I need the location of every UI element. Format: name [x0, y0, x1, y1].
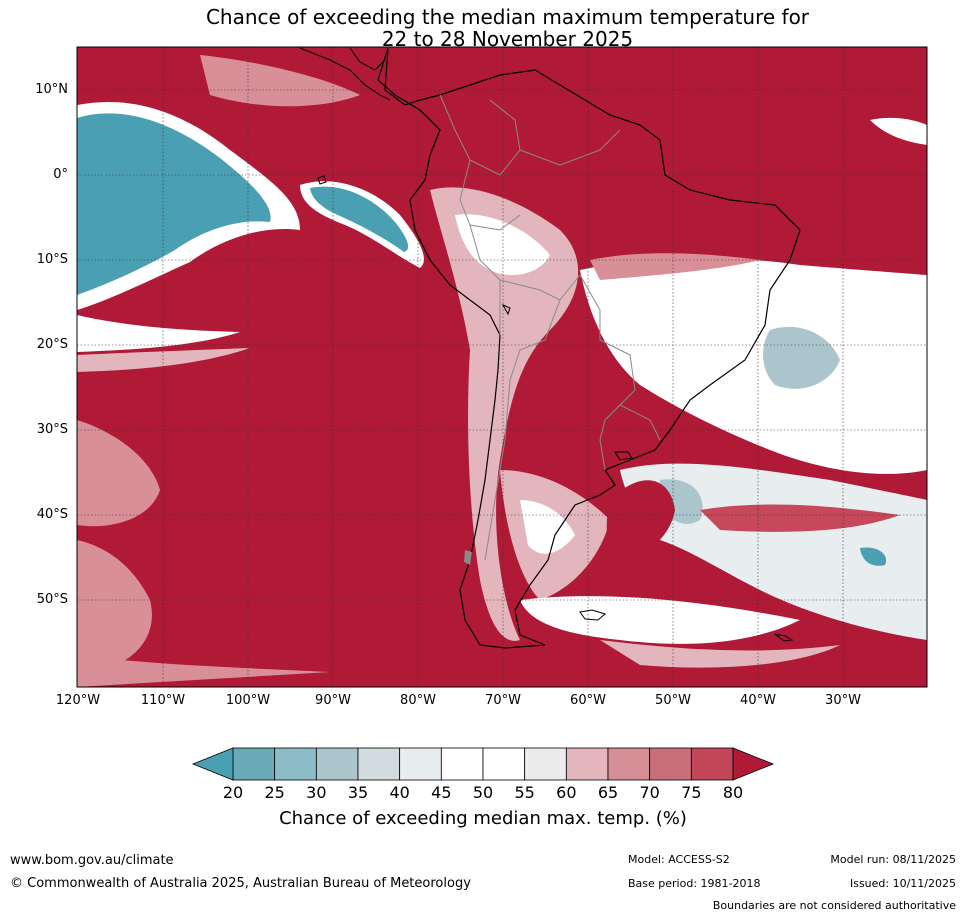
lon-label-50w: 50°W [655, 693, 691, 708]
site-link[interactable]: www.bom.gov.au/climate [10, 853, 174, 868]
country-borders [439, 94, 661, 561]
patagonia-white [520, 500, 575, 554]
patagonia-grey-lake [464, 550, 472, 565]
map-title-line-2: 22 to 28 November 2025 [381, 27, 634, 51]
map-frame [76, 46, 928, 688]
lon-label-60w: 60°W [570, 693, 606, 708]
pacific-white-band [77, 315, 240, 352]
colorbar-cell [440, 747, 484, 781]
sw-pacific-pink [77, 420, 160, 527]
colorbar-cell [607, 747, 651, 781]
base-period: Base period: 1981-2018 [628, 877, 761, 890]
drake-pink [600, 640, 840, 668]
north-pacific-pink [200, 55, 360, 107]
falkland-islands [579, 609, 607, 621]
colorbar-cell [357, 747, 401, 781]
lat-label-40s: 40°S [36, 507, 68, 522]
lat-label-50s: 50°S [36, 592, 68, 607]
colorbar-tick-label: 30 [306, 783, 327, 802]
pacific-cool-region [77, 113, 271, 295]
lat-label-0: 0° [53, 167, 68, 182]
lat-label-20s: 20°S [36, 337, 68, 352]
lon-label-100w: 100°W [225, 693, 271, 708]
colorbar-tick-label: 60 [556, 783, 577, 802]
map-title-line-1: Chance of exceeding the median maximum t… [205, 5, 810, 29]
boundary-disclaimer: Boundaries are not considered authoritat… [712, 899, 956, 912]
lon-label-110w: 110°W [140, 693, 186, 708]
central-america-coastline [299, 47, 391, 101]
colorbar-tick-label: 35 [347, 783, 369, 802]
central-america-coastline-n [349, 47, 386, 71]
model-run-date: Model run: 08/11/2025 [830, 853, 956, 866]
colorbar-cell [232, 747, 276, 781]
colorbar-cell [482, 747, 526, 781]
colorbar-tick-label: 80 [722, 783, 744, 802]
south-georgia [774, 633, 794, 642]
pacific-pink-band [77, 348, 250, 372]
colorbar-tick-label: 45 [431, 783, 452, 802]
lon-label-30w: 30°W [825, 693, 861, 708]
sw-pacific-pink-2 [77, 540, 152, 675]
atlantic-red-wedge [606, 480, 675, 565]
atlantic-cool-speck [860, 547, 887, 566]
lon-label-80w: 80°W [400, 693, 436, 708]
atlantic-red-band [700, 504, 900, 532]
lat-label-10s: 10°S [36, 252, 68, 267]
lon-label-90w: 90°W [315, 693, 351, 708]
south-america-coastline [377, 47, 801, 649]
argentina-red-core [547, 360, 600, 453]
north-atlantic-white [870, 117, 927, 145]
colorbar-tick-label: 50 [472, 783, 494, 802]
graticule [77, 47, 927, 687]
lake-titicaca [501, 303, 511, 316]
galapagos [317, 175, 327, 185]
lagoa-dos-patos [614, 451, 633, 461]
andes-pink [430, 187, 579, 641]
colorbar-tick-label: 75 [681, 783, 702, 802]
far-south-pink [77, 655, 330, 687]
colorbar-tick-label: 55 [514, 783, 535, 802]
brazil-cool-patch [763, 326, 840, 389]
lon-label-70w: 70°W [485, 693, 521, 708]
colorbar-under-triangle [191, 747, 234, 781]
drake-white [520, 596, 800, 644]
colorbar-tick-label: 40 [389, 783, 410, 802]
colorbar-cell [565, 747, 609, 781]
colorbar-cell [315, 747, 359, 781]
colorbar-tick-label: 20 [222, 783, 244, 802]
copyright-notice: © Commonwealth of Australia 2025, Austra… [10, 876, 471, 891]
lon-label-120w: 120°W [55, 693, 101, 708]
colorbar-over-triangle [732, 747, 775, 781]
colorbar-cell [524, 747, 567, 781]
issued-date: Issued: 10/11/2025 [849, 877, 956, 890]
forecast-map [76, 46, 928, 688]
lat-label-30s: 30°S [36, 422, 68, 437]
colorbar-cell [690, 747, 734, 781]
colorbar-cell [649, 747, 692, 781]
colorbar-label: Chance of exceeding median max. temp. (%… [279, 808, 687, 829]
colorbar-cell [399, 747, 442, 781]
model-name: Model: ACCESS-S2 [628, 853, 730, 866]
colorbar-cell [274, 747, 317, 781]
colorbar-tick-label: 25 [264, 783, 285, 802]
lat-label-10n: 10°N [35, 82, 68, 97]
brazil-neutral [580, 258, 927, 474]
colorbar-tick-label: 70 [639, 783, 660, 802]
pacific-cool-tongue-core [310, 186, 409, 252]
colorbar-tick-label: 65 [597, 783, 619, 802]
lon-label-40w: 40°W [740, 693, 776, 708]
